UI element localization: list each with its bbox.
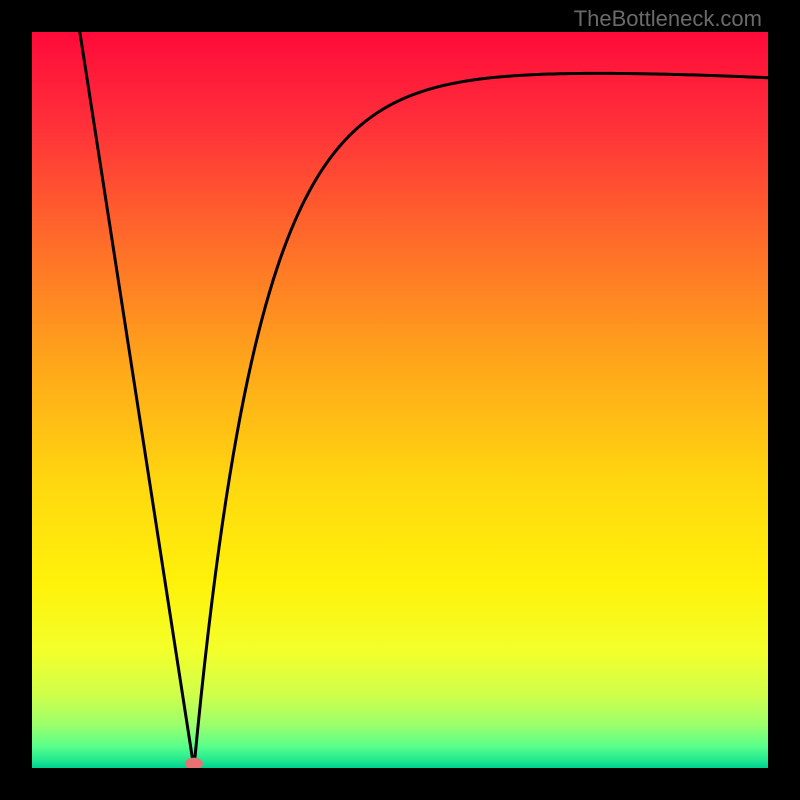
bottleneck-chart	[32, 32, 768, 768]
chart-background	[32, 32, 768, 768]
chart-svg	[32, 32, 768, 768]
watermark-text: TheBottleneck.com	[574, 6, 762, 32]
